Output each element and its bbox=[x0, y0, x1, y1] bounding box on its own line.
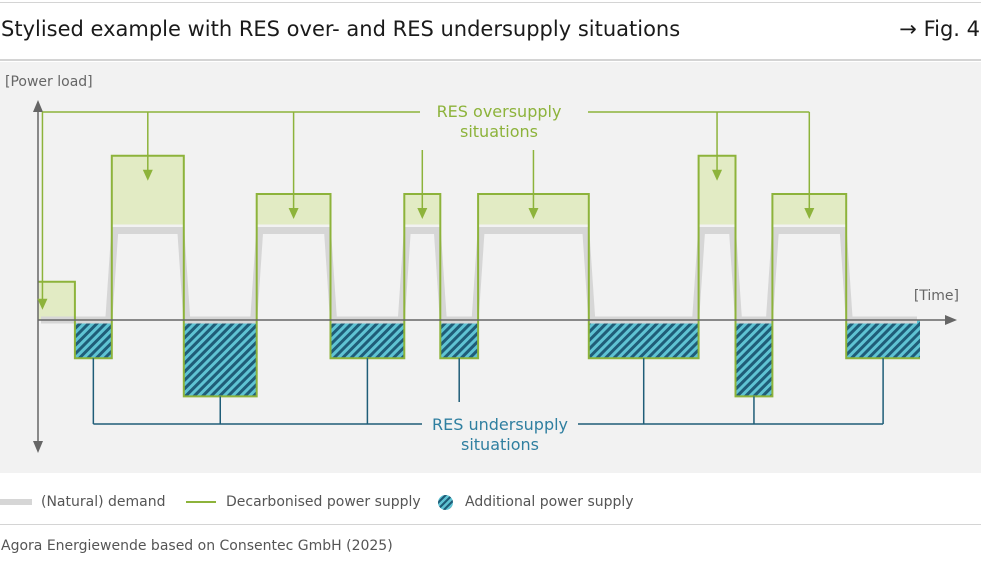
x-axis-label: [Time] bbox=[914, 288, 959, 304]
additional-supply-area bbox=[330, 320, 405, 359]
additional-supply-area bbox=[74, 320, 112, 359]
legend-supply-swatch bbox=[186, 501, 216, 503]
undersupply-annotation-line1: RES undersupply bbox=[432, 415, 568, 434]
legend-supply-label: Decarbonised power supply bbox=[226, 494, 421, 510]
oversupply-connectors bbox=[37, 111, 815, 310]
plot-background bbox=[0, 62, 981, 473]
axes bbox=[33, 100, 957, 453]
legend-supply: Decarbonised power supply bbox=[186, 493, 421, 511]
oversupply-arrowhead bbox=[804, 207, 815, 219]
legend-additional: Additional power supply bbox=[438, 493, 634, 511]
oversupply-arrowhead bbox=[417, 207, 428, 219]
oversupply-arrowhead bbox=[712, 169, 723, 181]
figure-reference: → Fig. 4 bbox=[899, 17, 980, 41]
top-rule bbox=[0, 2, 981, 3]
additional-supply-area bbox=[440, 320, 479, 359]
undersupply-connectors bbox=[92, 358, 884, 425]
additional-supply-area bbox=[588, 320, 699, 359]
oversupply-arrowhead bbox=[528, 207, 539, 219]
footer-rule bbox=[0, 524, 981, 525]
undersupply-annotation-line2: situations bbox=[461, 435, 539, 454]
chart-title: Stylised example with RES over- and RES … bbox=[1, 17, 681, 41]
additional-supply-area bbox=[846, 320, 920, 359]
source-note: Agora Energiewende based on Consentec Gm… bbox=[1, 538, 393, 554]
legend-additional-label: Additional power supply bbox=[465, 494, 634, 510]
additional-supply-area bbox=[735, 320, 773, 397]
legend-demand-label: (Natural) demand bbox=[41, 494, 166, 510]
legend-demand-swatch bbox=[0, 499, 32, 505]
additional-supply-area bbox=[183, 320, 257, 397]
oversupply-annotation-line1: RES oversupply bbox=[437, 102, 562, 121]
y-axis-bottom-arrowhead bbox=[33, 441, 43, 453]
oversupply-arrowhead bbox=[288, 207, 299, 219]
oversupply-annotation-line2: situations bbox=[460, 122, 538, 141]
title-rule bbox=[0, 59, 981, 61]
y-axis-label: [Power load] bbox=[5, 74, 93, 90]
legend-additional-swatch bbox=[438, 494, 453, 510]
chart-area: [Power load] [Time] RES oversupply situa… bbox=[0, 62, 981, 473]
additional-supply-areas bbox=[74, 320, 920, 397]
oversupply-arrowhead bbox=[37, 298, 48, 310]
oversupply-arrowhead bbox=[142, 169, 153, 181]
y-axis-arrowhead bbox=[33, 100, 43, 112]
x-axis-arrowhead bbox=[945, 315, 957, 325]
legend-demand: (Natural) demand bbox=[0, 493, 166, 511]
